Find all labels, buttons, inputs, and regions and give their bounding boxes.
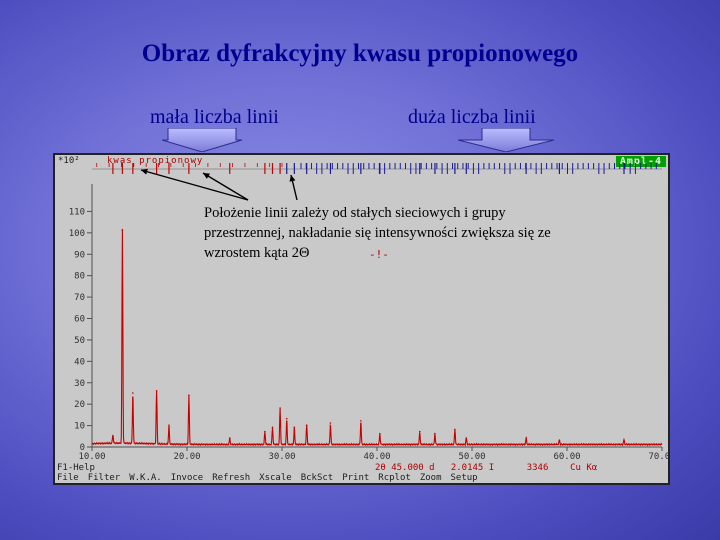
right-down-arrow-icon [458,128,554,152]
help-label: F1-Help [57,463,95,473]
status-row: F1-Help 2θ 45.000 d 2.0145 I 3346 Cu Kα [57,463,663,473]
peak-point [155,390,158,392]
y-tick-label: 70 [74,293,85,303]
menu-item-refresh[interactable]: Refresh [212,473,251,483]
status-2theta-value: 45.000 [391,463,424,473]
menu-item-xscale[interactable]: Xscale [259,473,292,483]
status-anode: Cu Kα [570,463,598,473]
x-tick-label: 20.00 [173,452,200,462]
y-tick-label: 0 [80,443,85,453]
diffraction-trace [91,228,663,447]
slide-title: Obraz dyfrakcyjny kwasu propionowego [141,40,579,67]
xrd-screen: *10² kwas propionowy Ampl-4 0 10 20 30 40 50 6… [53,153,670,485]
cursor-mark: -!- [369,248,389,261]
program-badge: Ampl-4 [615,156,666,167]
annotation-line-2: przestrzennej, nakładanie się intensywno… [204,225,551,241]
peak-point [279,407,281,409]
status-2theta-label: 2θ [374,463,386,473]
menu-bar: File Filter W.K.A. Invoce Refresh Xscale BckSc… [57,473,663,483]
y-tick-label: 30 [74,379,85,389]
menu-item-zoom[interactable]: Zoom [419,473,442,483]
pointer-arrowhead [141,168,148,175]
status-d-label: d [429,463,435,473]
annotation-line-1: Położenie linii zależy od stałych siecio… [204,205,506,221]
y-tick-label: 10 [74,422,85,432]
y-tick-label: 50 [74,336,85,346]
y-tick-label: 100 [69,229,85,239]
peak-point [293,426,296,429]
status-d-value: 2.0145 [450,463,484,473]
menu-item-print[interactable]: Print [342,473,370,483]
left-label: mała liczba linii [150,106,279,128]
x-tick-label: 10.00 [78,452,105,462]
y-tick-label: 110 [69,207,85,217]
peak-point [132,392,134,394]
sample-name: kwas propionowy [107,156,204,166]
peak-point [434,432,436,435]
right-label: duża liczba linii [408,106,536,128]
y-tick-label: 60 [74,315,85,325]
pointer-arrow [140,169,249,201]
pointer-arrowhead [203,173,210,179]
peak-point [454,428,456,431]
menu-item-invoce[interactable]: Invoce [170,473,204,483]
scale-label: *10² [58,156,80,166]
x-tick-label: 50.00 [458,452,485,462]
x-tick-label: 60.00 [553,452,580,462]
x-tick-label: 40.00 [363,452,390,462]
y-tick-label: 90 [74,250,85,260]
peak-point [271,426,274,429]
peak-point [264,430,266,433]
peak-point [112,435,114,437]
y-tick-label: 20 [74,400,85,410]
x-tick-label: 30.00 [268,452,295,462]
diffraction-chart: 0 10 20 30 40 50 60 70 80 90 100 110 10.00 20.00 30.00… [69,163,668,462]
peak-point [121,229,124,232]
pointer-arrow [202,172,249,201]
menu-item-bcksct[interactable]: BckSct [300,473,334,483]
peak-point [329,422,332,424]
peak-point [418,430,421,433]
menu-item-filter[interactable]: Filter [87,473,121,483]
menu-item-setup[interactable]: Setup [450,473,478,483]
peak-point [228,437,231,439]
peak-point [465,437,468,439]
pointer-arrowhead [289,175,296,182]
peak-point [558,439,561,441]
annotation-line-3: wzrostem kąta 2Θ [204,245,310,261]
peak-point [379,432,381,435]
peak-point [360,420,362,422]
peak-point [285,417,288,420]
annotation-text: Położenie linii zależy od stałych siecio… [204,203,644,263]
x-tick-label: 70.00 [648,452,668,462]
status-i-value: 3346 [526,463,549,473]
status-i-label: I [488,463,495,473]
y-tick-label: 40 [74,357,85,367]
peak-point [188,394,190,396]
menu-item-rcplot[interactable]: Rcplot [378,473,411,483]
peak-point [623,439,625,441]
menu-item-w-k-a-[interactable]: W.K.A. [129,473,162,483]
menu-item-file[interactable]: File [57,473,79,483]
y-tick-label: 80 [74,272,85,282]
peak-point [305,424,308,426]
peak-point [525,437,527,439]
peak-point [168,424,170,426]
left-down-arrow-icon [162,128,242,152]
